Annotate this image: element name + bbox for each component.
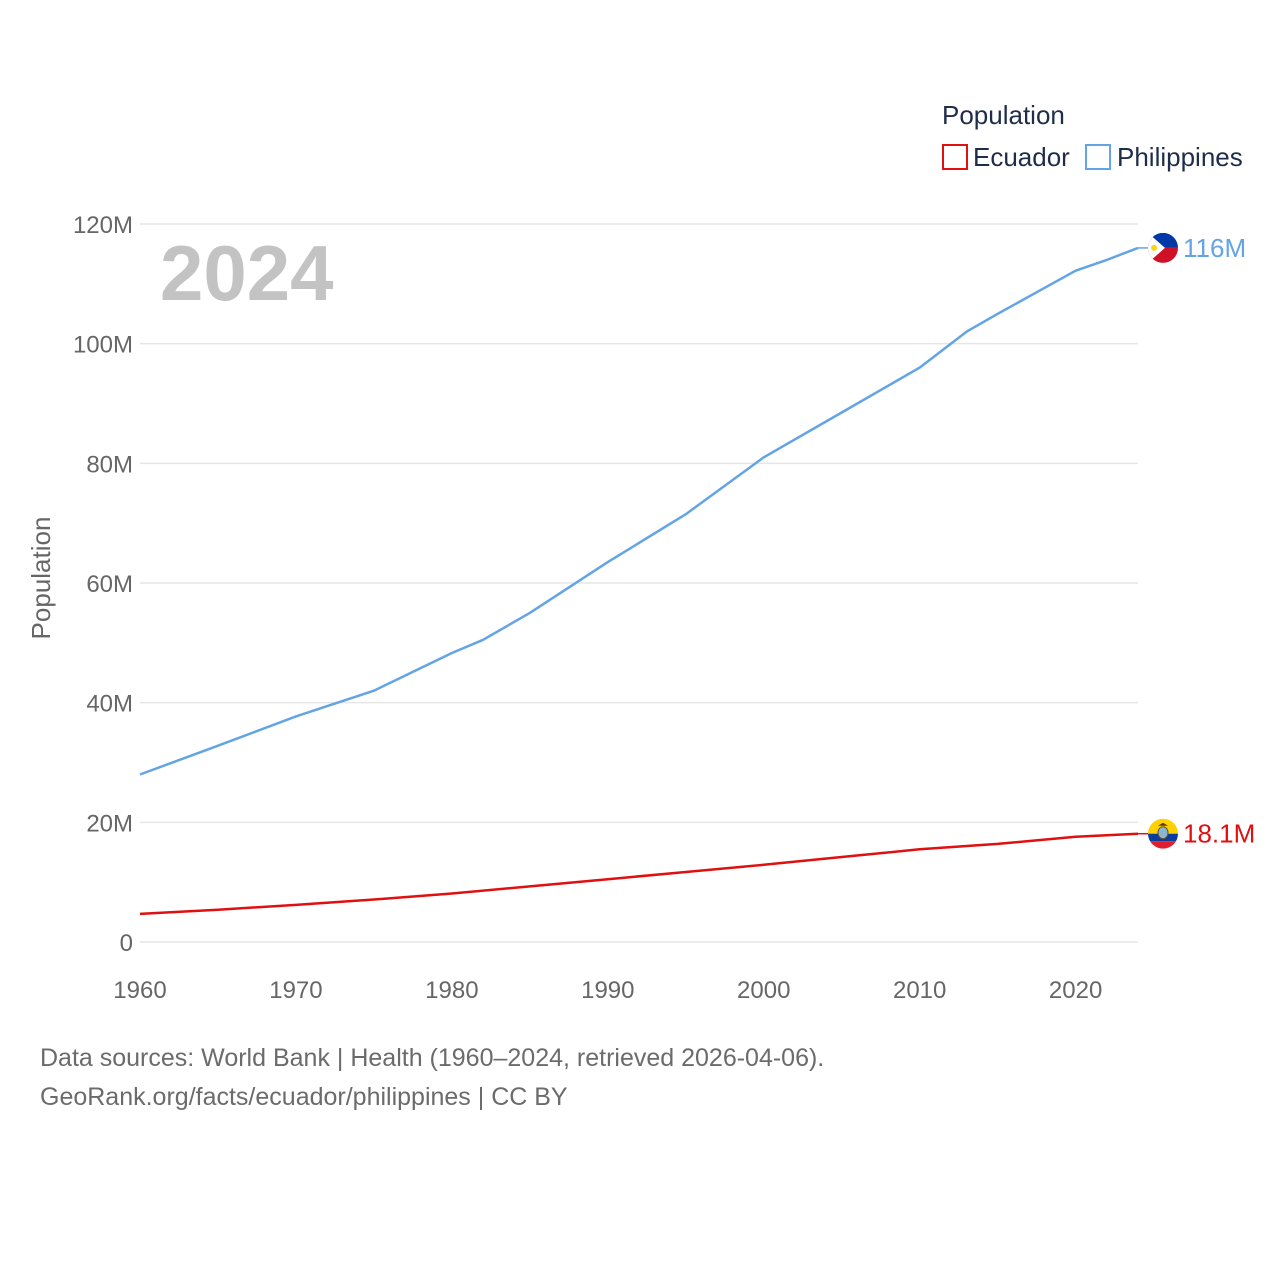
- y-tick-label: 40M: [86, 691, 133, 718]
- population-chart: 0 20M 40M 60M 80M 100M 120M 1960 1970 1980 1990 20…: [26, 100, 1255, 1004]
- series-line-ecuador[interactable]: [139, 832, 1139, 916]
- y-tick-label: 20M: [86, 810, 133, 837]
- year-display: 2024: [160, 229, 334, 317]
- legend-title: Population: [942, 100, 1065, 130]
- ecuador-flag-icon: [1148, 818, 1178, 849]
- y-axis-ticks: 0 20M 40M 60M 80M 100M 120M: [73, 212, 133, 957]
- philippines-flag-icon: [1148, 232, 1178, 263]
- legend-item-philippines[interactable]: Philippines: [1085, 142, 1243, 172]
- x-tick-label: 1960: [113, 977, 166, 1004]
- end-label-ecuador: 18.1M: [1183, 819, 1255, 849]
- legend-label-ecuador: Ecuador: [973, 142, 1070, 172]
- legend-swatch-ecuador: [942, 144, 968, 170]
- legend-item-ecuador[interactable]: Ecuador: [942, 142, 1070, 172]
- grid-lines: [140, 223, 1138, 943]
- end-label-philippines: 116M: [1183, 233, 1246, 263]
- y-tick-label: 80M: [86, 451, 133, 478]
- attribution-text: GeoRank.org/facts/ecuador/philippines | …: [40, 1083, 568, 1111]
- x-tick-label: 2020: [1049, 977, 1102, 1004]
- x-axis-ticks: 1960 1970 1980 1990 2000 2010 2020: [113, 977, 1102, 1004]
- x-tick-label: 1980: [425, 977, 478, 1004]
- x-tick-label: 1970: [269, 977, 322, 1004]
- y-tick-label: 120M: [73, 212, 133, 239]
- legend: Population Ecuador Philippines: [942, 100, 1243, 172]
- series-lines: [139, 246, 1148, 916]
- x-tick-label: 2000: [737, 977, 790, 1004]
- x-tick-label: 1990: [581, 977, 634, 1004]
- y-tick-label: 60M: [86, 571, 133, 598]
- y-tick-label: 0: [120, 930, 133, 957]
- legend-label-philippines: Philippines: [1117, 142, 1243, 172]
- y-axis-label: Population: [26, 517, 56, 640]
- series-line-philippines[interactable]: [139, 246, 1139, 776]
- y-tick-label: 100M: [73, 332, 133, 359]
- legend-swatch-philippines: [1085, 144, 1111, 170]
- source-text: Data sources: World Bank | Health (1960–…: [40, 1044, 825, 1072]
- x-tick-label: 2010: [893, 977, 946, 1004]
